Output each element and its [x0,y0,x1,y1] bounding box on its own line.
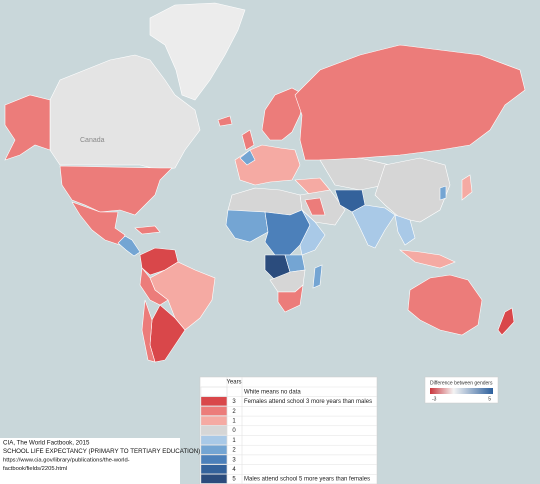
legend-value: 1 [232,438,236,444]
legend-note: Males attend school 5 more years than fe… [244,477,370,483]
country [304,197,326,216]
country [49,54,201,171]
legend-swatch [200,406,228,416]
legend-background [199,376,378,484]
legend-swatch [200,415,228,426]
source-background [0,438,180,484]
country [439,185,447,201]
gradient-legend-title: Difference between genders [430,380,493,386]
source-line: https://www.cia.gov/library/publications… [3,458,130,464]
legend-value: 4 [232,467,236,473]
country [149,2,246,101]
source-line: factbook/fields/2205.html [3,466,67,472]
country [117,235,141,257]
country [294,44,526,161]
legend-value: 3 [232,457,236,463]
country [141,299,156,363]
legend-header: Years [226,380,241,386]
country [217,115,233,127]
country [139,267,169,306]
country [239,149,256,166]
country [497,307,515,336]
legend-value: 2 [232,448,236,454]
legend-value: 5 [232,477,236,483]
country [351,204,396,249]
legend-value: 3 [232,399,236,405]
country-label: Canada [80,137,105,144]
country [234,144,301,186]
country [225,209,269,243]
country [299,209,326,256]
gradient-bar [430,388,493,394]
gradient-legend: Difference between genders -3 5 [424,376,499,404]
legend-swatch [200,396,228,407]
legend-swatch [200,464,228,474]
country [394,214,416,246]
country [241,129,255,151]
gradient-max-label: 5 [488,396,491,402]
country [59,165,173,216]
country [277,284,304,313]
source-line: CIA, The World Factbook, 2015 [3,440,90,447]
world-map [4,2,526,363]
legend-swatch [200,425,228,436]
country [399,249,456,269]
legend-swatch [200,386,228,397]
legend-note: White means no data [244,389,301,395]
country [461,174,473,201]
legend-note: Females attend school 3 more years than … [244,399,372,405]
legend-value: 1 [232,419,236,425]
legend-swatch [200,474,228,484]
country [407,274,483,336]
country [264,209,311,256]
legend-table [199,376,378,484]
source-line: SCHOOL LIFE EXPECTANCY (PRIMARY TO TERTI… [3,448,200,455]
legend-swatch [200,445,228,455]
country [374,157,451,223]
legend-swatch [200,454,228,465]
legend-swatch [200,435,228,445]
country [312,264,323,289]
gradient-min-label: -3 [432,396,437,402]
country [134,225,161,235]
country [4,94,51,161]
legend-value: 0 [232,428,236,434]
legend-value: 2 [232,409,236,415]
